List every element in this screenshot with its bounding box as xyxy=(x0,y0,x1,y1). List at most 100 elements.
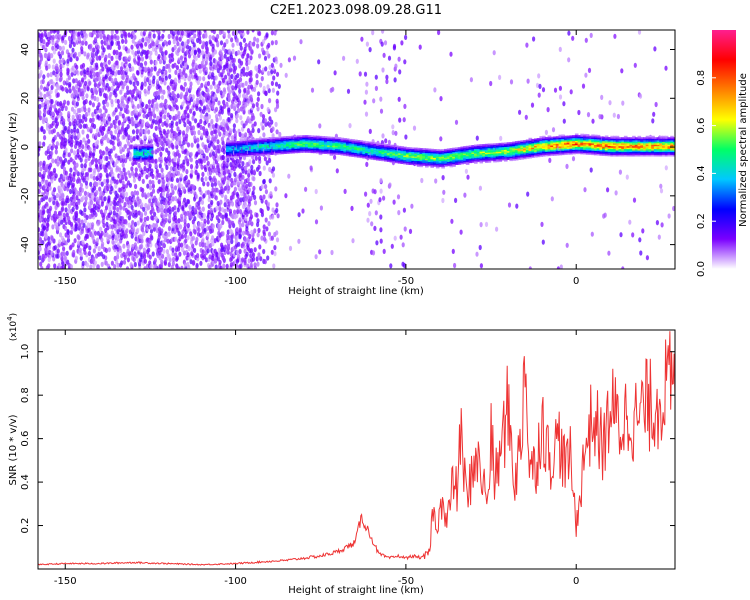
heatmap-cell xyxy=(131,66,135,72)
heatmap-cell xyxy=(43,217,47,223)
heatmap-cell xyxy=(84,158,88,164)
heatmap-cell xyxy=(201,237,205,243)
heatmap-cell xyxy=(239,60,244,66)
heatmap-cell xyxy=(214,75,218,81)
heatmap-cell xyxy=(161,121,165,127)
heatmap-cell xyxy=(160,94,165,100)
heatmap-cell xyxy=(49,71,53,78)
heatmap-cell xyxy=(179,55,184,61)
heatmap-cell xyxy=(106,102,110,108)
heatmap-cell xyxy=(210,199,214,206)
heatmap-cell xyxy=(208,34,212,41)
heatmap-cell xyxy=(186,199,191,205)
heatmap-cell xyxy=(366,202,370,208)
heatmap-cell xyxy=(120,33,124,39)
heatmap-cell xyxy=(138,154,143,157)
heatmap-cell xyxy=(198,30,202,36)
heatmap-cell xyxy=(374,210,378,216)
heatmap-cell xyxy=(130,166,134,172)
heatmap-cell xyxy=(39,166,43,172)
heatmap-cell xyxy=(169,166,173,172)
heatmap-cell xyxy=(183,197,187,203)
heatmap-cell xyxy=(75,64,79,70)
heatmap-cell xyxy=(65,250,69,256)
heatmap-cell xyxy=(186,222,190,229)
heatmap-cell xyxy=(179,224,183,230)
heatmap-cell xyxy=(51,111,55,117)
heatmap-cell xyxy=(48,110,53,116)
heatmap-cell xyxy=(371,30,375,36)
heatmap-cell xyxy=(230,238,234,245)
heatmap-cell xyxy=(213,248,217,254)
heatmap-cell xyxy=(195,97,200,103)
heatmap-cell xyxy=(278,131,282,137)
heatmap-cell xyxy=(144,148,148,151)
heatmap-cell xyxy=(58,54,63,60)
heatmap-cell xyxy=(368,47,372,53)
heatmap-cell xyxy=(100,230,104,236)
heatmap-cell xyxy=(62,238,66,244)
heatmap-cell xyxy=(133,144,137,147)
heatmap-cell xyxy=(38,246,42,252)
heatmap-cell xyxy=(265,32,269,38)
heatmap-cell xyxy=(84,200,88,206)
heatmap-cell xyxy=(141,144,146,146)
heatmap-cell xyxy=(127,222,131,228)
heatmap-cell xyxy=(126,147,130,153)
heatmap-cell xyxy=(257,128,261,134)
heatmap-cell xyxy=(67,159,71,165)
heatmap-cell xyxy=(226,157,230,163)
heatmap-cell xyxy=(162,65,166,72)
heatmap-cell xyxy=(205,41,209,47)
heatmap-cell xyxy=(262,178,266,185)
heatmap-cell xyxy=(81,260,85,267)
heatmap-cell xyxy=(62,251,66,257)
heatmap-cell xyxy=(383,40,388,46)
heatmap-cell xyxy=(208,175,212,181)
heatmap-cell xyxy=(196,253,200,259)
heatmap-cell xyxy=(125,104,129,110)
heatmap-cell xyxy=(109,200,113,206)
heatmap-cell xyxy=(92,53,96,59)
heatmap-cell xyxy=(144,158,148,161)
heatmap-cell xyxy=(67,35,72,42)
heatmap-cell xyxy=(110,157,114,163)
heatmap-cell xyxy=(145,121,149,127)
heatmap-cell xyxy=(157,179,161,185)
heatmap-cell xyxy=(133,153,137,155)
heatmap-cell xyxy=(256,96,260,102)
heatmap-cell xyxy=(217,180,221,186)
heatmap-cell xyxy=(223,175,227,181)
heatmap-cell xyxy=(160,228,164,234)
heatmap-cell xyxy=(172,256,176,263)
heatmap-cell xyxy=(246,230,250,236)
heatmap-cell xyxy=(126,109,130,115)
heatmap-cell xyxy=(117,69,121,76)
heatmap-cell xyxy=(162,248,166,254)
heatmap-cell xyxy=(235,37,239,43)
heatmap-cell xyxy=(138,38,142,45)
heatmap-cell xyxy=(138,150,143,152)
heatmap-cell xyxy=(64,39,68,46)
heatmap-cell xyxy=(173,93,177,99)
heatmap-cell xyxy=(38,236,42,242)
heatmap-cell xyxy=(116,193,120,199)
heatmap-cell xyxy=(38,227,41,233)
heatmap-cell xyxy=(301,208,305,214)
heatmap-cell xyxy=(227,33,231,39)
heatmap-cell xyxy=(268,166,272,173)
heatmap-cell xyxy=(268,98,272,104)
heatmap-cell xyxy=(86,52,90,58)
heatmap-cell xyxy=(168,67,172,73)
heatmap-cell xyxy=(110,85,114,91)
heatmap-cell xyxy=(252,159,256,165)
heatmap-cell xyxy=(83,190,88,196)
heatmap-cell xyxy=(252,185,256,191)
heatmap-cell xyxy=(180,265,184,269)
heatmap-cell xyxy=(214,129,218,135)
heatmap-cell xyxy=(110,230,114,236)
heatmap-cell xyxy=(143,210,148,216)
heatmap-cell xyxy=(71,242,75,248)
heatmap-cell xyxy=(71,206,75,212)
